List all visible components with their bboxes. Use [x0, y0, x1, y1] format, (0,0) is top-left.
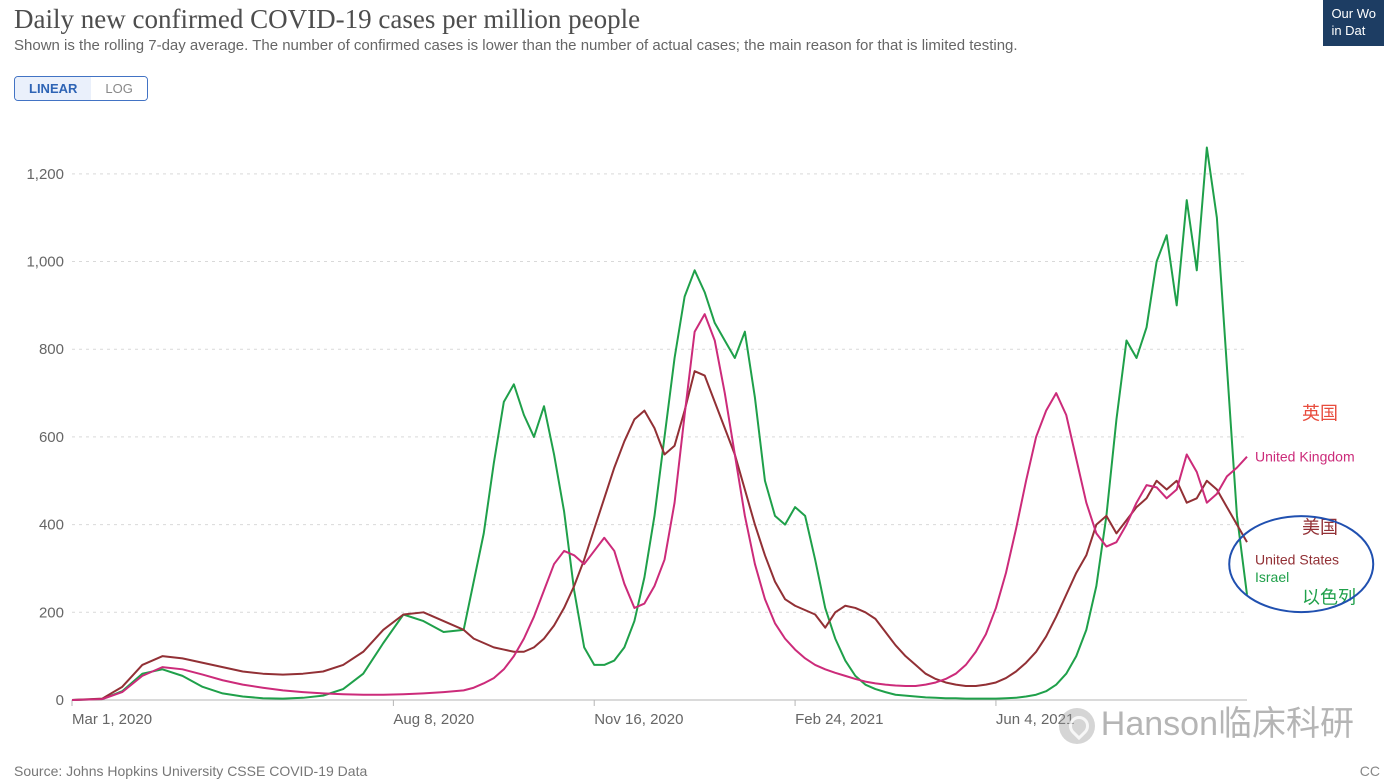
x-tick-label: Mar 1, 2020 — [72, 711, 152, 728]
x-tick-label: Jun 4, 2021 — [996, 711, 1074, 728]
y-tick-label: 200 — [39, 604, 64, 621]
annotation-il-cn: 以色列 — [1302, 588, 1356, 608]
annotation-uk-cn: 英国 — [1302, 403, 1338, 423]
chart-svg: 0 200 400 600 800 1,000 1,200 Mar 1, 2020 Aug 8,… — [14, 120, 1384, 736]
badge-line2: in Dat — [1331, 23, 1376, 40]
x-tick-label: Nov 16, 2020 — [594, 711, 683, 728]
chart-header: Daily new confirmed COVID-19 cases per m… — [0, 0, 1384, 60]
x-tick-label: Feb 24, 2021 — [795, 711, 883, 728]
series-united-states — [72, 371, 1247, 700]
chart-subtitle: Shown is the rolling 7-day average. The … — [14, 37, 1370, 54]
y-tick-label: 400 — [39, 517, 64, 534]
end-label-united-states: United States — [1255, 552, 1339, 568]
y-tick-label: 1,200 — [26, 166, 64, 183]
y-tick-label: 800 — [39, 341, 64, 358]
x-tick-label: Aug 8, 2020 — [393, 711, 474, 728]
chart-title: Daily new confirmed COVID-19 cases per m… — [14, 4, 1370, 35]
end-label-united-kingdom: United Kingdom — [1255, 449, 1355, 465]
y-tick-label: 600 — [39, 429, 64, 446]
linear-button[interactable]: LINEAR — [15, 77, 91, 100]
end-label-israel: Israel — [1255, 569, 1289, 585]
scale-toggle: LINEAR LOG — [14, 76, 148, 101]
owid-badge: Our Wo in Dat — [1323, 0, 1384, 46]
source-text: Source: Johns Hopkins University CSSE CO… — [14, 763, 367, 779]
series-israel — [72, 148, 1247, 700]
cc-label: CC — [1360, 763, 1380, 779]
log-button[interactable]: LOG — [91, 77, 146, 100]
series-united-kingdom — [72, 314, 1247, 700]
y-tick-label: 0 — [56, 692, 64, 709]
y-tick-label: 1,000 — [26, 254, 64, 271]
chart-area: 02004006008001,0001,200Mar 1, 2020Aug 8,… — [14, 120, 1384, 723]
badge-line1: Our Wo — [1331, 6, 1376, 23]
